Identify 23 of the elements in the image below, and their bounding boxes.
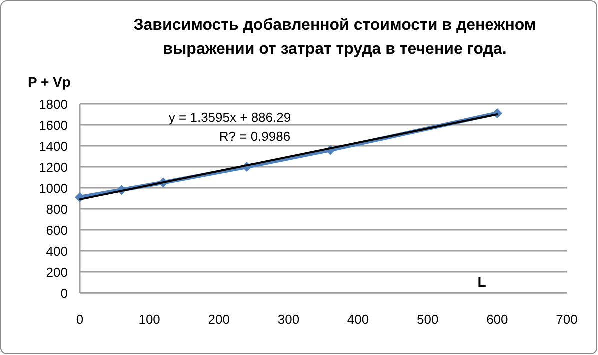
y-tick-label: 1200: [39, 160, 68, 175]
annotation: R? = 0.9986: [219, 129, 291, 144]
y-tick-label: 1000: [39, 181, 68, 196]
y-tick-label: 800: [46, 202, 68, 217]
annotation: y = 1.3595x + 886.29: [168, 110, 292, 125]
x-axis-title: L: [478, 274, 487, 290]
chart-title: Зависимость добавленной стоимости в денежном выражении от затрат труда в течение года.: [134, 17, 536, 58]
x-tick-label: 0: [76, 312, 84, 327]
x-tick-label: 500: [417, 312, 439, 327]
y-tick-label: 0: [60, 286, 68, 301]
x-tick-label: 100: [138, 312, 160, 327]
y-tick-label: 1800: [39, 97, 68, 112]
x-tick-label: 700: [556, 312, 578, 327]
y-tick-label: 400: [46, 244, 68, 259]
x-tick-label: 300: [278, 312, 300, 327]
y-tick-label: 600: [46, 223, 68, 238]
x-tick-label: 600: [486, 312, 508, 327]
y-axis-title: P + Vp: [28, 74, 71, 90]
x-tick-label: 200: [208, 312, 230, 327]
y-tick-label: 1600: [39, 118, 68, 133]
x-tick-label: 400: [347, 312, 370, 327]
y-tick-label: 1400: [39, 139, 68, 154]
y-tick-label: 200: [46, 265, 68, 280]
